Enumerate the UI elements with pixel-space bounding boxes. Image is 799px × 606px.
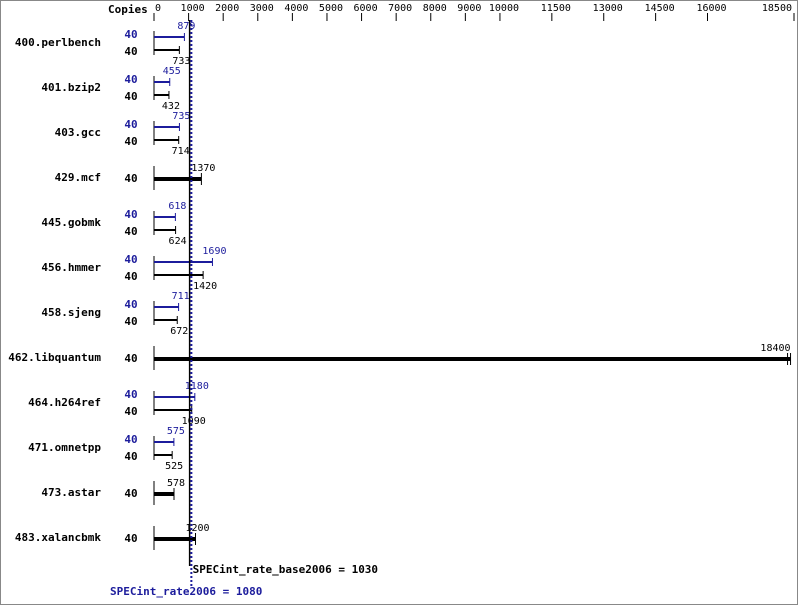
value-label: 1090 — [182, 416, 206, 427]
x-tick-label: 16000 — [696, 3, 726, 14]
value-label: 575 — [167, 426, 185, 437]
benchmark-label: 462.libquantum — [8, 351, 101, 364]
copies-label: 40 — [124, 405, 137, 418]
x-tick-label: 7000 — [388, 3, 412, 14]
benchmark-label: 483.xalancbmk — [15, 531, 101, 544]
x-tick-label: 3000 — [250, 3, 274, 14]
benchmark-label: 403.gcc — [55, 126, 101, 139]
copies-label: 40 — [124, 487, 137, 500]
value-label: 672 — [170, 326, 188, 337]
reference-label: SPECint_rate_base2006 = 1030 — [193, 563, 378, 576]
value-label: 711 — [172, 291, 190, 302]
benchmark-label: 445.gobmk — [41, 216, 101, 229]
copies-label: 40 — [124, 172, 137, 185]
value-label: 1420 — [193, 281, 217, 292]
x-tick-label: 5000 — [319, 3, 343, 14]
x-tick-label: 0 — [155, 3, 161, 14]
copies-label: 40 — [124, 90, 137, 103]
benchmark-label: 471.omnetpp — [28, 441, 101, 454]
copies-label: 40 — [124, 208, 137, 221]
copies-label: 40 — [124, 45, 137, 58]
copies-label: 40 — [124, 270, 137, 283]
value-label: 735 — [172, 111, 190, 122]
copies-label: 40 — [124, 73, 137, 86]
benchmark-label: 401.bzip2 — [41, 81, 101, 94]
benchmark-label: 458.sjeng — [41, 306, 101, 319]
x-tick-label: 6000 — [354, 3, 378, 14]
x-tick-label: 10000 — [489, 3, 519, 14]
x-tick-label: 11500 — [541, 3, 571, 14]
value-label: 1690 — [202, 246, 226, 257]
benchmark-label: 464.h264ref — [28, 396, 101, 409]
value-label: 1370 — [191, 163, 215, 174]
x-tick-label: 1000 — [181, 3, 205, 14]
x-tick-label: 14500 — [645, 3, 675, 14]
copies-label: 40 — [124, 28, 137, 41]
value-label: 1200 — [185, 523, 209, 534]
copies-header: Copies — [108, 3, 148, 16]
benchmark-label: 473.astar — [41, 486, 101, 499]
value-label: 455 — [163, 66, 181, 77]
reference-label: SPECint_rate2006 = 1080 — [110, 585, 262, 598]
value-label: 18400 — [760, 343, 790, 354]
x-tick-label: 4000 — [284, 3, 308, 14]
copies-label: 40 — [124, 298, 137, 311]
copies-label: 40 — [124, 253, 137, 266]
value-label: 714 — [172, 146, 190, 157]
value-label: 1180 — [185, 381, 209, 392]
value-label: 618 — [168, 201, 186, 212]
benchmark-label: 456.hmmer — [41, 261, 101, 274]
benchmark-label: 429.mcf — [55, 171, 101, 184]
x-tick-label: 13000 — [593, 3, 623, 14]
value-label: 733 — [172, 56, 190, 67]
value-label: 578 — [167, 478, 185, 489]
benchmark-label: 400.perlbench — [15, 36, 101, 49]
copies-label: 40 — [124, 433, 137, 446]
x-tick-label: 9000 — [457, 3, 481, 14]
value-label: 624 — [169, 236, 187, 247]
value-label: 879 — [177, 21, 195, 32]
copies-label: 40 — [124, 315, 137, 328]
value-label: 432 — [162, 101, 180, 112]
x-tick-label: 8000 — [423, 3, 447, 14]
x-tick-label: 18500 — [762, 3, 792, 14]
copies-label: 40 — [124, 225, 137, 238]
copies-label: 40 — [124, 450, 137, 463]
value-label: 525 — [165, 461, 183, 472]
copies-label: 40 — [124, 532, 137, 545]
copies-label: 40 — [124, 352, 137, 365]
copies-label: 40 — [124, 135, 137, 148]
copies-label: 40 — [124, 118, 137, 131]
x-tick-label: 2000 — [215, 3, 239, 14]
copies-label: 40 — [124, 388, 137, 401]
